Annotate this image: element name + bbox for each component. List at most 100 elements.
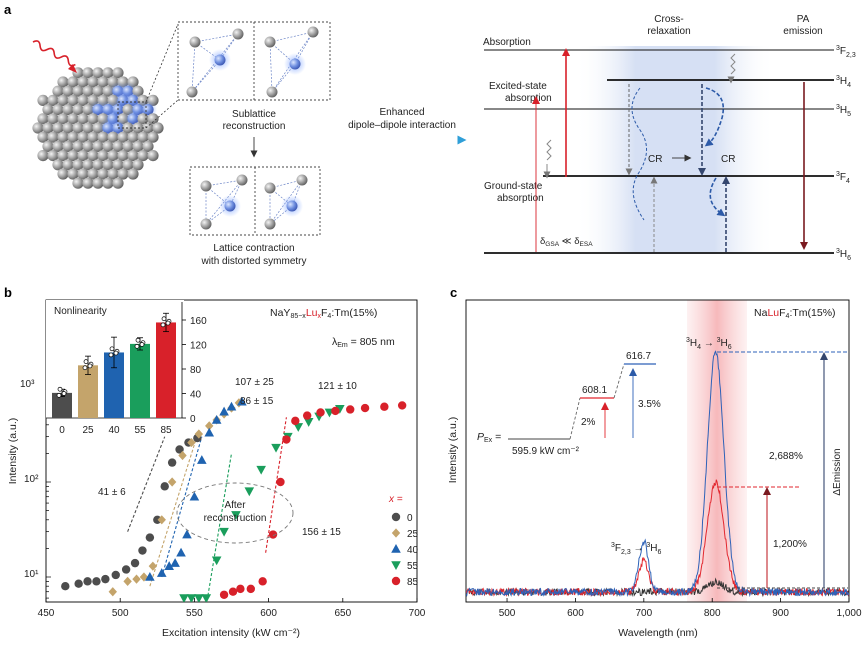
lattice-atom xyxy=(264,218,276,230)
lattice-atom xyxy=(57,168,69,180)
zoom-region-box xyxy=(117,101,147,129)
x-tick-label: 700 xyxy=(635,608,652,619)
lattice-atom xyxy=(72,159,84,171)
data-point-x25 xyxy=(123,576,132,586)
lattice-atom xyxy=(42,122,54,134)
data-point-x0 xyxy=(145,533,155,542)
lattice-atom xyxy=(67,131,79,143)
nonlinearity-inset: 0 25 40 55 85 0 40 80 120 160 Nonlinearity xyxy=(46,300,207,436)
inset-bar xyxy=(52,392,72,418)
panel-b-xlabel: Excitation intensity (kW cm⁻²) xyxy=(162,627,300,639)
lattice-atom xyxy=(232,28,244,40)
data-point-x0 xyxy=(153,515,162,525)
panel-b-frame xyxy=(45,299,418,603)
data-point-x85 xyxy=(228,587,238,596)
cr-curve-right xyxy=(704,87,725,147)
lattice-atom xyxy=(147,131,159,143)
data-point-x0 xyxy=(130,558,140,568)
inset-x-label: 85 xyxy=(160,425,172,436)
lattice-atom xyxy=(82,122,94,134)
data-point-x85 xyxy=(268,530,278,539)
lattice-atom xyxy=(42,140,54,152)
lattice-atom xyxy=(57,113,69,125)
lattice-atom xyxy=(189,36,201,48)
lattice-atom xyxy=(112,140,124,152)
panel-b-data-points xyxy=(61,396,407,602)
fit-line xyxy=(265,417,287,553)
sublattice-unit-bottom xyxy=(189,166,321,236)
legend-label: 55 xyxy=(407,561,419,572)
lattice-atom xyxy=(92,159,104,171)
dopant-atom xyxy=(214,54,226,66)
lattice-atom xyxy=(32,122,44,134)
data-point-x55 xyxy=(194,594,204,602)
fit-line xyxy=(161,436,203,578)
after-reconstruction-ellipse xyxy=(176,482,294,544)
after-label-2: reconstruction xyxy=(204,513,267,524)
legend-title: x = xyxy=(388,494,403,505)
panel-c-spectra xyxy=(466,350,849,598)
lattice-atom xyxy=(72,177,84,189)
data-point-x55 xyxy=(231,511,241,520)
lattice-atom xyxy=(52,104,64,116)
lattice-atom xyxy=(307,26,319,38)
data-point-x25 xyxy=(139,572,149,582)
peak-label-h4: 3H4 → 3H6 xyxy=(686,337,732,351)
data-point-x0 xyxy=(92,577,101,586)
lattice-atom xyxy=(200,218,212,230)
lattice-atom xyxy=(102,159,114,171)
data-point-x55 xyxy=(201,594,212,602)
x-tick-label: 500 xyxy=(112,608,129,619)
data-point-x55 xyxy=(211,556,222,566)
lattice-atom xyxy=(296,174,308,186)
energy-level-label: 3F4 xyxy=(836,171,850,185)
panel-b-ytick-100: 10² xyxy=(24,474,39,485)
data-point-x40 xyxy=(237,396,247,406)
lattice-atom xyxy=(152,122,164,134)
distorted-symmetry-label: with distorted symmetry xyxy=(200,256,306,267)
lattice-atom xyxy=(47,94,59,106)
lattice-atom xyxy=(82,140,94,152)
inset-x-label: 55 xyxy=(134,425,146,436)
lattice-atom xyxy=(82,159,94,171)
lattice-atom-blue xyxy=(142,104,154,116)
x-tick-label: 450 xyxy=(38,608,55,619)
data-point-x85 xyxy=(316,408,325,417)
legend-label: 25 xyxy=(407,529,419,540)
legend-marker xyxy=(391,544,401,553)
data-point-x0 xyxy=(111,570,120,580)
lattice-atom xyxy=(77,94,89,106)
data-point-x85 xyxy=(246,584,255,594)
lattice-atom xyxy=(92,85,104,97)
pct-35: 3.5% xyxy=(638,399,661,410)
pct-2: 2% xyxy=(581,417,596,428)
lattice-atom xyxy=(92,67,104,79)
esa-label-1: Excited-state xyxy=(489,81,547,92)
delta-emission-label: ΔEmission xyxy=(832,448,843,495)
dopant-atom xyxy=(224,200,236,212)
lattice-atom xyxy=(117,150,129,162)
slope-label-0: 41 ± 6 xyxy=(98,487,126,498)
legend-marker xyxy=(391,528,401,538)
data-point-x0 xyxy=(101,574,110,584)
lattice-atom xyxy=(107,168,119,180)
lattice-atom xyxy=(102,177,114,189)
lattice-atom xyxy=(87,76,99,88)
data-point-x0 xyxy=(121,565,131,574)
legend-marker xyxy=(391,512,401,522)
lattice-atom xyxy=(72,104,84,116)
zoom-line-top xyxy=(145,23,179,103)
panel-a: a Sublattice reconstruction Lattice cont… xyxy=(4,2,856,267)
lattice-atom xyxy=(122,140,134,152)
energy-level-label: 3H6 xyxy=(836,248,851,262)
slope-label-25: 107 ± 25 xyxy=(235,377,274,388)
lattice-atom xyxy=(117,168,129,180)
lattice-atom xyxy=(97,168,109,180)
tetrahedra-top xyxy=(186,26,319,98)
panel-b-compound: NaY85−xLuxF4:Tm(15%) xyxy=(270,307,377,320)
inset-y-label: 80 xyxy=(190,365,202,376)
lattice-atom xyxy=(266,86,278,98)
x-tick-label: 600 xyxy=(260,608,277,619)
cross-label: Cross- xyxy=(654,14,683,25)
esa-label-2: absorption xyxy=(505,93,552,104)
